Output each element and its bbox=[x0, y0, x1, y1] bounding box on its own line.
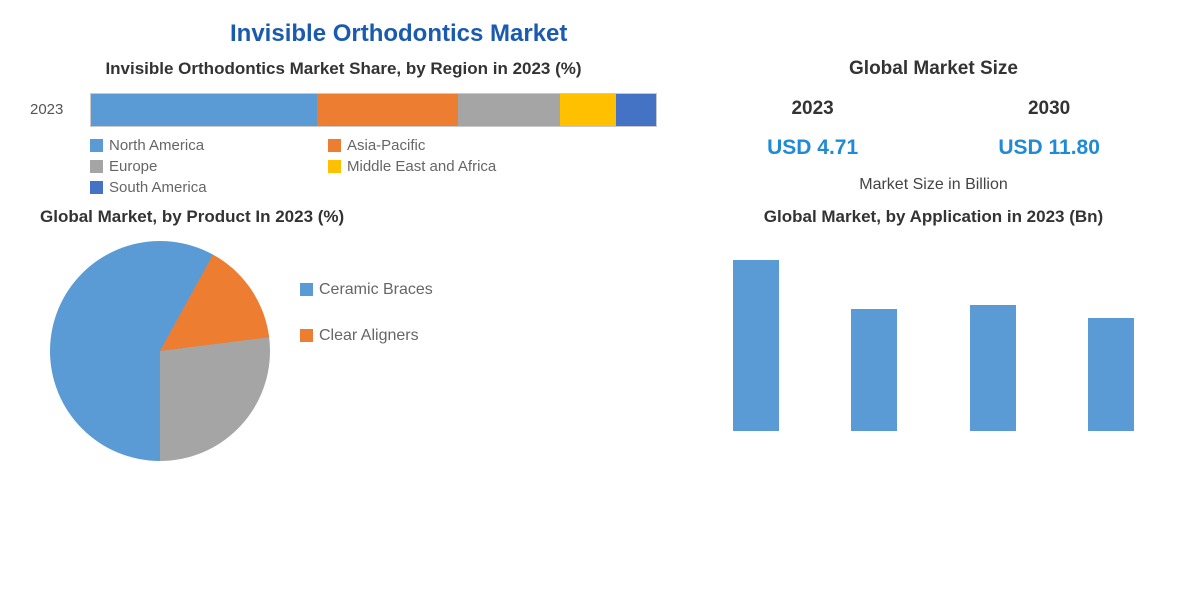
legend-label: Asia-Pacific bbox=[347, 137, 425, 154]
market-size-caption: Market Size in Billion bbox=[697, 176, 1170, 194]
legend-item: South America bbox=[90, 179, 300, 196]
legend-label: Ceramic Braces bbox=[319, 281, 433, 299]
product-pie-row: Ceramic Braces Clear Aligners bbox=[30, 241, 657, 461]
legend-item: North America bbox=[90, 137, 300, 154]
legend-item: Ceramic Braces bbox=[300, 281, 433, 299]
legend-label: Europe bbox=[109, 158, 157, 175]
region-share-year-label: 2023 bbox=[30, 101, 78, 118]
region-share-stacked-bar bbox=[90, 93, 657, 127]
legend-item: Clear Aligners bbox=[300, 327, 433, 345]
region-segment bbox=[458, 94, 560, 126]
market-size-columns: 2023 USD 4.71 2030 USD 11.80 bbox=[697, 98, 1170, 160]
market-size-block: Global Market Size 2023 USD 4.71 2030 USD 1… bbox=[677, 58, 1190, 196]
legend-item: Asia-Pacific bbox=[328, 137, 538, 154]
product-pie bbox=[50, 241, 270, 461]
legend-swatch bbox=[90, 160, 103, 173]
region-segment bbox=[616, 94, 656, 126]
product-pie-block: Global Market, by Product In 2023 (%) Ce… bbox=[30, 206, 657, 461]
market-size-year: 2023 bbox=[767, 98, 858, 120]
region-share-bar-wrap: 2023 bbox=[30, 93, 657, 127]
content-grid: Invisible Orthodontics Market Share, by … bbox=[0, 58, 1200, 461]
product-pie-title: Global Market, by Product In 2023 (%) bbox=[30, 206, 657, 229]
legend-swatch bbox=[300, 283, 313, 296]
legend-swatch bbox=[90, 181, 103, 194]
region-share-title: Invisible Orthodontics Market Share, by … bbox=[30, 58, 657, 81]
region-segment bbox=[317, 94, 458, 126]
application-bar bbox=[970, 305, 1016, 431]
legend-label: Middle East and Africa bbox=[347, 158, 496, 175]
legend-swatch bbox=[328, 139, 341, 152]
product-pie-legend: Ceramic Braces Clear Aligners bbox=[300, 241, 433, 345]
region-segment bbox=[91, 94, 317, 126]
legend-label: South America bbox=[109, 179, 207, 196]
market-size-entry: 2023 USD 4.71 bbox=[767, 98, 858, 160]
market-size-title: Global Market Size bbox=[697, 58, 1170, 80]
region-share-chart: Invisible Orthodontics Market Share, by … bbox=[30, 58, 657, 196]
legend-item: Middle East and Africa bbox=[328, 158, 538, 175]
application-bar bbox=[733, 260, 779, 431]
legend-label: Clear Aligners bbox=[319, 327, 419, 345]
application-bars bbox=[677, 241, 1190, 431]
legend-label: North America bbox=[109, 137, 204, 154]
market-size-value: USD 11.80 bbox=[998, 136, 1100, 160]
market-size-entry: 2030 USD 11.80 bbox=[998, 98, 1100, 160]
region-share-legend: North America Asia-Pacific Europe Middle Ea… bbox=[30, 127, 657, 196]
legend-swatch bbox=[90, 139, 103, 152]
application-bar-title: Global Market, by Application in 2023 (B… bbox=[677, 206, 1190, 229]
region-segment bbox=[560, 94, 617, 126]
application-bar-block: Global Market, by Application in 2023 (B… bbox=[677, 206, 1190, 461]
application-bar bbox=[1088, 318, 1134, 431]
page-title: Invisible Orthodontics Market bbox=[0, 0, 1200, 58]
market-size-value: USD 4.71 bbox=[767, 136, 858, 160]
legend-swatch bbox=[300, 329, 313, 342]
application-bar bbox=[851, 309, 897, 431]
market-size-year: 2030 bbox=[998, 98, 1100, 120]
legend-swatch bbox=[328, 160, 341, 173]
legend-item: Europe bbox=[90, 158, 300, 175]
